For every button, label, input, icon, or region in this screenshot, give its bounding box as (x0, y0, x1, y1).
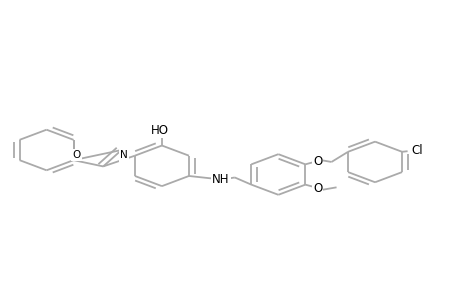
Text: O: O (313, 182, 322, 195)
Text: Cl: Cl (411, 143, 423, 157)
Text: N: N (120, 150, 128, 161)
Text: HO: HO (150, 124, 168, 137)
Text: NH: NH (212, 173, 230, 186)
Text: O: O (313, 154, 322, 168)
Text: O: O (72, 150, 80, 160)
